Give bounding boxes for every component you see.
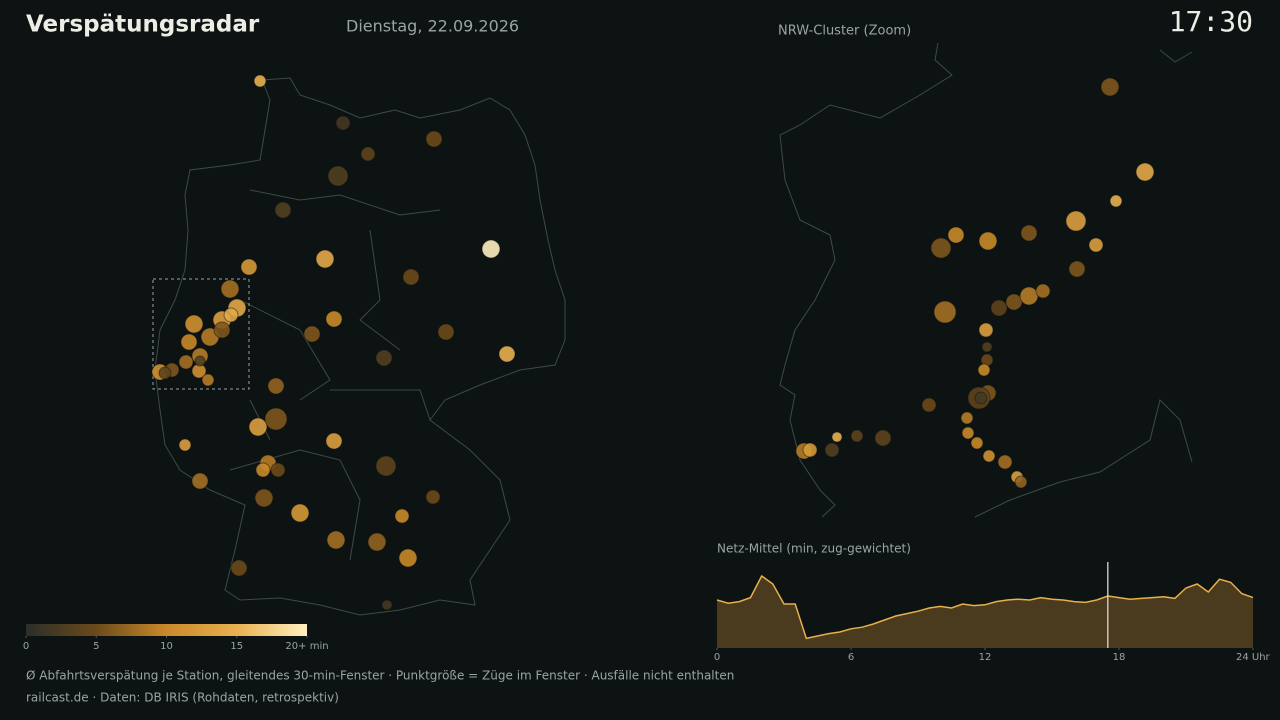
station-dot <box>274 201 292 219</box>
station-dot <box>381 599 393 611</box>
station-dot <box>824 442 840 458</box>
station-dot <box>970 436 984 450</box>
station-dot <box>425 130 443 148</box>
zoom-box <box>152 278 250 390</box>
colorbar-tick-label: 15 <box>230 641 243 652</box>
station-dot <box>831 431 843 443</box>
station-dot <box>254 488 274 508</box>
state-borders <box>229 189 441 561</box>
station-dot <box>1014 475 1028 489</box>
x-tick-label: 18 <box>1113 652 1126 663</box>
station-dot <box>425 489 441 505</box>
station-dot <box>981 341 993 353</box>
station-dot <box>802 442 818 458</box>
x-tick-label: 12 <box>979 652 992 663</box>
station-dot <box>947 226 965 244</box>
chart-title: Netz-Mittel (min, zug-gewichtet) <box>717 542 911 556</box>
station-dot <box>230 559 248 577</box>
station-dot <box>402 268 420 286</box>
station-dot <box>960 411 974 425</box>
station-dot <box>267 377 285 395</box>
colorbar-tick-label: 0 <box>23 641 29 652</box>
colorbar <box>26 624 307 636</box>
station-dot <box>375 455 397 477</box>
station-dot <box>974 391 988 405</box>
station-dot <box>1065 210 1087 232</box>
station-dot <box>978 322 994 338</box>
station-dot <box>303 325 321 343</box>
station-dot <box>158 366 172 380</box>
area-line <box>716 574 1254 640</box>
station-dot <box>248 417 268 437</box>
station-dot <box>178 438 192 452</box>
station-dot <box>240 258 258 276</box>
station-dot <box>1068 260 1086 278</box>
station-dot <box>178 354 194 370</box>
station-dot <box>255 462 271 478</box>
station-dot <box>315 249 335 269</box>
date: Dienstag, 22.09.2026 <box>346 17 519 36</box>
colorbar-tick-label: 20+ min <box>285 641 328 652</box>
station-dot <box>850 429 864 443</box>
colorbar-tick-label: 5 <box>93 641 99 652</box>
x-tick-label: 0 <box>714 652 720 663</box>
station-dot <box>270 462 286 478</box>
station-dot <box>223 307 239 323</box>
footer-source: railcast.de · Daten: DB IRIS (Rohdaten, … <box>26 691 339 705</box>
station-dot <box>194 355 206 367</box>
germany-outline <box>154 77 566 616</box>
station-dot <box>1135 162 1155 182</box>
footer-note: Ø Abfahrtsverspätung je Station, gleiten… <box>26 669 734 683</box>
x-tick-label: 24 Uhr <box>1236 652 1271 663</box>
station-dot <box>180 333 198 351</box>
station-dot <box>990 299 1008 317</box>
station-dot <box>982 449 996 463</box>
station-dot <box>327 165 349 187</box>
station-dot <box>961 426 975 440</box>
station-dot <box>184 314 204 334</box>
station-dot <box>933 300 957 324</box>
station-dot <box>930 237 952 259</box>
station-dot <box>367 532 387 552</box>
station-dot <box>398 548 418 568</box>
station-dot <box>1020 224 1038 242</box>
station-dot <box>360 146 376 162</box>
colorbar-tick-label: 10 <box>160 641 173 652</box>
station-dot <box>335 115 351 131</box>
station-dot <box>220 279 240 299</box>
station-dot <box>375 349 393 367</box>
station-dot <box>1035 283 1051 299</box>
station-dot <box>978 231 998 251</box>
station-dot <box>326 530 346 550</box>
station-dot <box>394 508 410 524</box>
station-dot <box>1088 237 1104 253</box>
station-dot <box>325 432 343 450</box>
clock: 17:30 <box>1169 5 1253 38</box>
station-dot <box>1019 286 1039 306</box>
station-dot <box>997 454 1013 470</box>
station-dot <box>191 472 209 490</box>
title: Verspätungsradar <box>26 12 260 38</box>
station-dot <box>325 310 343 328</box>
station-dot <box>481 239 501 259</box>
station-dot <box>213 321 231 339</box>
area-fill <box>717 576 1253 648</box>
station-dot <box>874 429 892 447</box>
station-dot <box>1109 194 1123 208</box>
station-dot <box>264 407 288 431</box>
station-dot <box>201 373 215 387</box>
station-dot <box>290 503 310 523</box>
station-dot <box>1100 77 1120 97</box>
x-tick-label: 6 <box>848 652 854 663</box>
station-dot <box>253 74 267 88</box>
station-dot <box>977 363 991 377</box>
station-dot <box>437 323 455 341</box>
station-dot <box>498 345 516 363</box>
station-dot <box>921 397 937 413</box>
nrw-outline <box>779 42 1193 518</box>
zoom-title: NRW-Cluster (Zoom) <box>778 24 911 39</box>
